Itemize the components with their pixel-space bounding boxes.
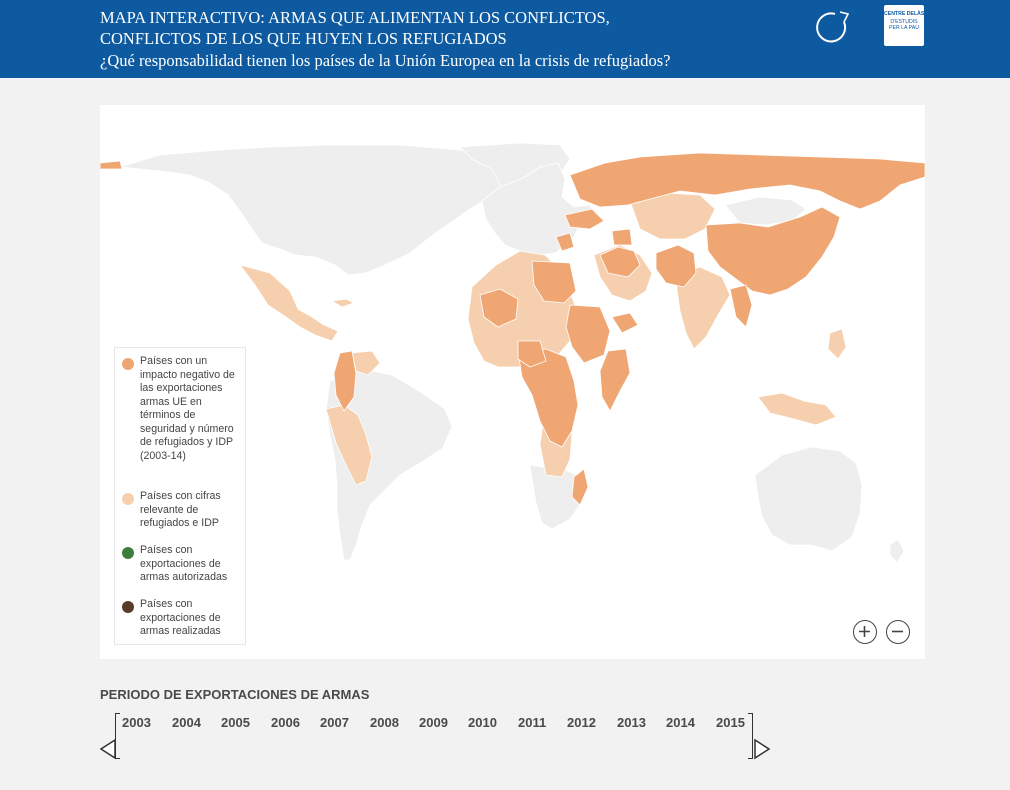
- logo-line3: PER LA PAU: [889, 25, 919, 31]
- region-sudan: [565, 304, 611, 364]
- region-syria-iraq: [599, 246, 641, 278]
- page-subtitle: ¿Qué responsabilidad tienen los países d…: [100, 51, 671, 70]
- region-china: [705, 206, 841, 296]
- year-2013[interactable]: 2013: [617, 715, 646, 730]
- year-selector[interactable]: 2003 2004 2005 2006 2007 2008 2009 2010 …: [115, 713, 755, 759]
- year-2011[interactable]: 2011: [518, 715, 547, 730]
- page-title-line1: MAPA INTERACTIVO: ARMAS QUE ALIMENTAN LO…: [100, 8, 610, 27]
- timeline-prev-icon[interactable]: [98, 738, 118, 760]
- centre-delas-logo[interactable]: CENTRE DELÀS D'ESTUDIS PER LA PAU: [884, 5, 924, 46]
- legend-item-authorized: Países con exportaciones de armas autori…: [115, 544, 245, 588]
- region-afghanistan-pakistan: [655, 244, 697, 288]
- world-map[interactable]: Países con un impacto negativo de las ex…: [100, 105, 925, 659]
- year-2009[interactable]: 2009: [419, 715, 448, 730]
- header-bar: MAPA INTERACTIVO: ARMAS QUE ALIMENTAN LO…: [0, 0, 1010, 78]
- refresh-icon[interactable]: [810, 8, 850, 44]
- world-map-svg: [100, 142, 925, 564]
- region-mexico-central-america: [239, 264, 339, 342]
- region-india: [674, 266, 731, 350]
- legend-item-realized: Países con exportaciones de armas realiz…: [115, 598, 245, 642]
- zoom-out-icon[interactable]: [886, 620, 910, 644]
- year-2003[interactable]: 2003: [122, 715, 151, 730]
- year-2012[interactable]: 2012: [567, 715, 596, 730]
- year-2004[interactable]: 2004: [172, 715, 201, 730]
- map-legend: Países con un impacto negativo de las ex…: [114, 347, 246, 645]
- region-caucasus: [611, 228, 633, 246]
- region-caribbean: [331, 298, 355, 308]
- region-central-asia: [629, 192, 716, 240]
- logo-line2: D'ESTUDIS: [890, 19, 918, 25]
- region-russia: [569, 152, 925, 210]
- legend-item-refugees: Países con cifras relevante de refugiado…: [115, 490, 245, 534]
- region-peru-bolivia: [325, 404, 373, 486]
- legend-label-authorized: Países con exportaciones de armas autori…: [140, 544, 228, 583]
- region-nigeria: [517, 340, 547, 368]
- region-myanmar: [729, 284, 753, 328]
- range-handle-end[interactable]: [748, 713, 753, 759]
- legend-label-realized: Países con exportaciones de armas realiz…: [140, 598, 221, 637]
- region-philippines: [827, 328, 847, 360]
- region-colombia: [333, 350, 357, 412]
- region-north-america: [119, 144, 521, 276]
- zoom-in-icon[interactable]: [853, 620, 877, 644]
- region-libya: [531, 260, 577, 304]
- region-new-zealand: [889, 538, 905, 564]
- legend-label-refugees: Países con cifras relevante de refugiado…: [140, 490, 221, 529]
- region-mali-niger: [479, 288, 519, 328]
- region-russia-west: [100, 160, 123, 170]
- year-2014[interactable]: 2014: [666, 715, 695, 730]
- region-australia: [754, 446, 863, 552]
- region-mozambique-madagascar: [571, 468, 589, 506]
- legend-label-impact: Países con un impacto negativo de las ex…: [140, 355, 235, 462]
- legend-dot-impact: [122, 358, 134, 370]
- timeline-next-icon[interactable]: [752, 738, 772, 760]
- year-2006[interactable]: 2006: [271, 715, 300, 730]
- timeline-title: PERIODO DE EXPORTACIONES DE ARMAS: [100, 687, 370, 702]
- year-2008[interactable]: 2008: [370, 715, 399, 730]
- region-indonesia-sea: [757, 392, 837, 426]
- legend-item-impact: Países con un impacto negativo de las ex…: [115, 355, 245, 480]
- page-title-line2: CONFLICTOS DE LOS QUE HUYEN LOS REFUGIAD…: [100, 29, 507, 48]
- region-ethiopia-somalia: [599, 348, 631, 412]
- region-ukraine: [564, 208, 605, 230]
- region-yemen: [611, 312, 639, 334]
- legend-dot-refugees: [122, 493, 134, 505]
- year-2015[interactable]: 2015: [716, 715, 745, 730]
- logo-line1: CENTRE DELÀS: [884, 11, 925, 17]
- legend-dot-realized: [122, 601, 134, 613]
- region-balkans: [555, 232, 575, 252]
- legend-dot-authorized: [122, 547, 134, 559]
- year-2007[interactable]: 2007: [320, 715, 349, 730]
- year-2005[interactable]: 2005: [221, 715, 250, 730]
- range-handle-start[interactable]: [115, 713, 120, 759]
- region-central-africa: [517, 348, 579, 448]
- year-2010[interactable]: 2010: [468, 715, 497, 730]
